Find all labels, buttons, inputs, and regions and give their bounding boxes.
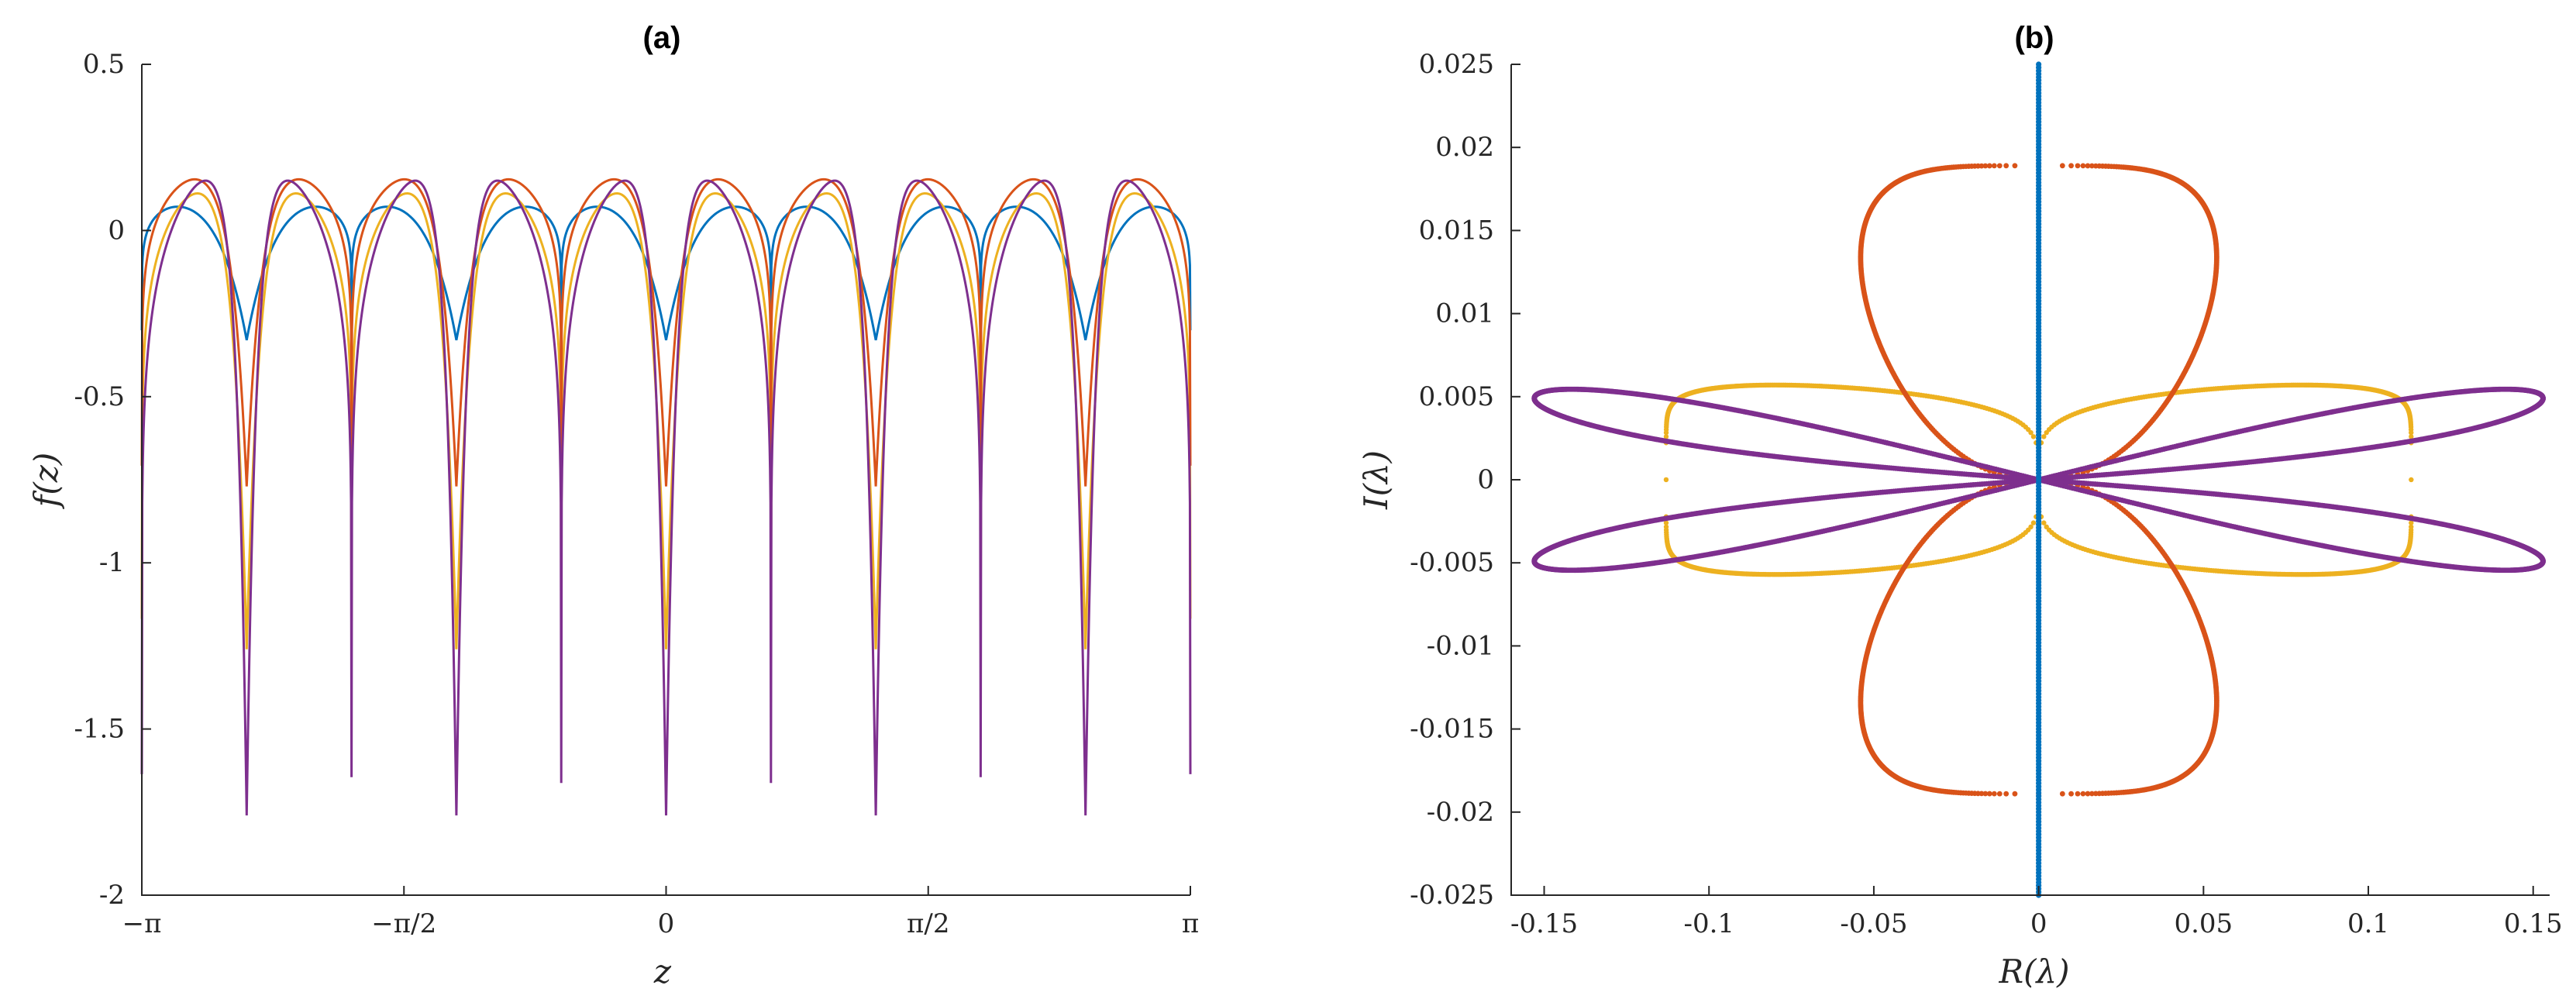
series-blue — [140, 205, 1192, 341]
spectrum-yellow-point — [2030, 434, 2037, 439]
spectrum-orange-point — [1991, 791, 1997, 797]
a-xtick-label: π — [1182, 908, 1199, 939]
spectrum-orange-point — [2080, 791, 2086, 797]
a-ytick-label: -1.5 — [74, 714, 125, 745]
spectrum-orange-point — [2059, 791, 2065, 797]
spectrum-orange-point — [2012, 163, 2018, 169]
spectrum-orange-point — [2068, 791, 2074, 797]
spectrum-orange-point — [1982, 163, 1989, 169]
spectrum-yellow-point — [2030, 520, 2037, 525]
spectrum-yellow-point — [2409, 520, 2414, 525]
panel-a: (a) −π −π/2 0 π/2 π 0.5 0 -0.5 -1 -1.5 -2 z f(z) — [27, 21, 1199, 990]
panel-b: (b) -0.15 -0.1 -0.05 0 0.05 0.1 0.15 0.0250.02… — [1357, 21, 2563, 990]
panel-a-series — [140, 177, 1192, 816]
spectrum-orange-point — [2085, 163, 2091, 169]
a-ytick-label: -1 — [99, 547, 125, 578]
spectrum-orange-point — [1996, 163, 2003, 169]
a-xtick-label: −π/2 — [371, 908, 436, 939]
spectrum-yellow-point — [2028, 524, 2034, 529]
spectrum-orange-point — [2059, 163, 2065, 169]
spectrum-orange-point — [2080, 163, 2086, 169]
spectrum-yellow-point — [2409, 477, 2414, 483]
spectrum-blue — [2036, 61, 2042, 898]
spectrum-orange-point — [2089, 163, 2095, 169]
spectrum-yellow-point — [1663, 434, 1669, 439]
spectrum-orange — [1858, 163, 2220, 797]
spectrum-yellow-point — [1663, 520, 1669, 525]
panel-a-y-label: f(z) — [27, 453, 65, 509]
spectrum-yellow — [1663, 382, 2414, 577]
spectrum-yellow-point — [1663, 477, 1669, 483]
a-ytick-label: -0.5 — [74, 381, 125, 412]
a-ytick-label: 0 — [108, 215, 125, 246]
spectrum-yellow-point — [2044, 524, 2049, 529]
spectrum-orange-point — [2075, 791, 2081, 797]
a-xtick-label: π/2 — [907, 908, 949, 939]
a-ytick-label: -2 — [99, 880, 125, 911]
a-xtick-label: −π — [122, 908, 162, 939]
a-ytick-label: 0.5 — [83, 49, 125, 80]
spectrum-orange-point — [2003, 791, 2009, 797]
panel-b-series — [1531, 61, 2546, 898]
spectrum-orange-point — [1996, 791, 2003, 797]
spectrum-yellow-point — [2041, 434, 2047, 439]
spectrum-yellow-point — [2041, 520, 2047, 525]
panel-b-title: (b) — [2014, 21, 2054, 55]
spectrum-orange-point — [2068, 163, 2074, 169]
series-yellow — [140, 192, 1192, 649]
panel-a-title: (a) — [643, 21, 681, 55]
spectrum-orange-point — [2085, 791, 2091, 797]
spectrum-orange-point — [2003, 163, 2009, 169]
spectrum-orange-point — [1991, 163, 1997, 169]
panel-a-x-label: z — [653, 953, 672, 990]
spectrum-orange-point — [1986, 163, 1992, 169]
a-xtick-label: 0 — [658, 908, 675, 939]
panel-a-y-ticks: 0.5 0 -0.5 -1 -1.5 -2 — [74, 49, 151, 911]
spectrum-orange-point — [2012, 791, 2018, 797]
spectrum-yellow-point — [2409, 430, 2414, 436]
panel-a-x-ticks: −π −π/2 0 π/2 π — [122, 886, 1199, 939]
spectrum-yellow-point — [2409, 434, 2414, 439]
spectrum-orange-point — [2075, 163, 2081, 169]
spectrum-yellow-point — [1663, 430, 1669, 436]
series-purple — [140, 179, 1192, 816]
spectrum-orange-point — [2092, 163, 2099, 169]
series-orange — [140, 177, 1192, 487]
